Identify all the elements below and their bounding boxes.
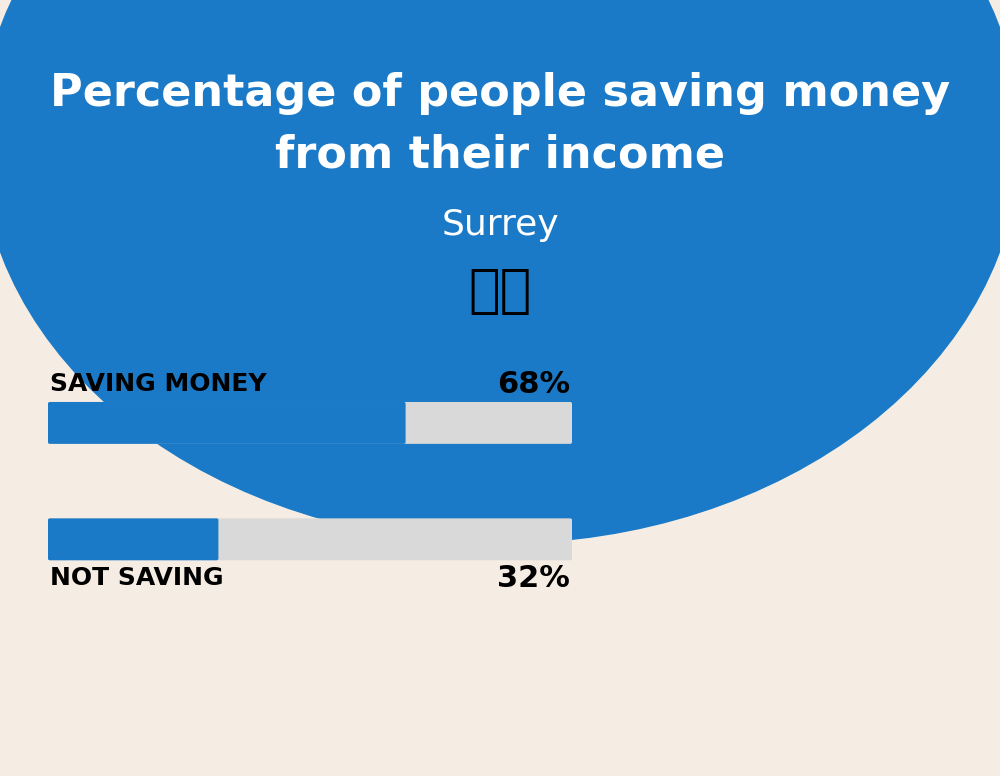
Text: from their income: from their income [275, 133, 725, 177]
Text: 68%: 68% [497, 369, 570, 399]
Text: NOT SAVING: NOT SAVING [50, 566, 224, 590]
Text: Surrey: Surrey [441, 208, 559, 242]
Text: SAVING MONEY: SAVING MONEY [50, 372, 267, 396]
Text: 🇨🇦: 🇨🇦 [468, 265, 532, 317]
Text: Percentage of people saving money: Percentage of people saving money [50, 71, 950, 115]
Text: 32%: 32% [497, 563, 570, 593]
